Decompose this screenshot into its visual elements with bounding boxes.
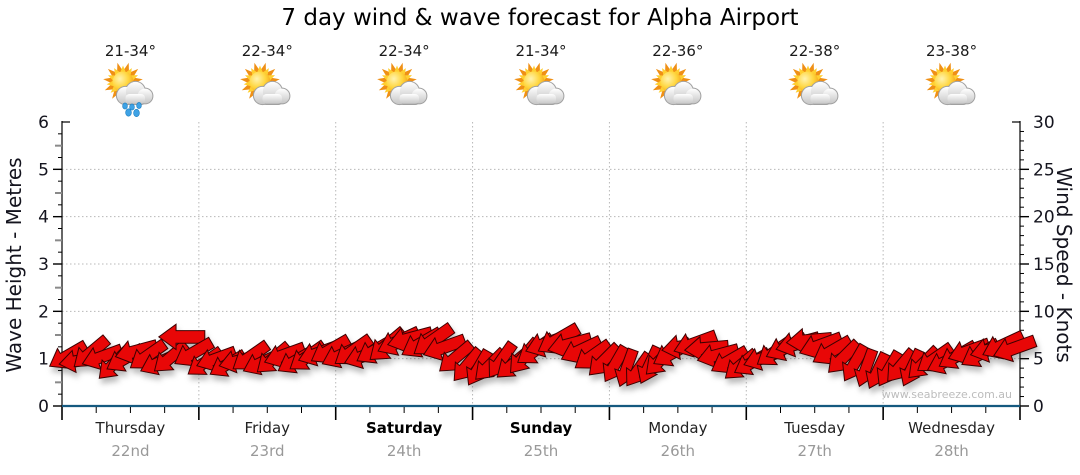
day-name: Monday	[648, 419, 708, 437]
temperature-range: 22-34°	[241, 42, 293, 60]
right-tick-label: 25	[1033, 160, 1055, 180]
tick-labels: 0 1 2 3 4 5 6 0 5 10 15 20 25 30	[38, 113, 1054, 417]
sun-cloud-icon	[787, 62, 839, 106]
day-forecast-monday: 22-36°	[616, 42, 740, 119]
day-name: Friday	[244, 419, 291, 437]
day-name: Thursday	[95, 419, 166, 437]
day-name: Wednesday	[908, 419, 995, 437]
watermark: www.seabreeze.com.au	[881, 388, 1012, 401]
cloud	[116, 80, 154, 106]
left-tick-label: 1	[38, 350, 49, 370]
day-date: 28th	[934, 442, 969, 460]
day-forecast-saturday: 22-34°	[342, 42, 466, 119]
bottom-axis-ticks	[61, 407, 1021, 420]
sun-cloud-icon	[377, 62, 428, 106]
sun-cloud-icon	[240, 62, 291, 106]
right-tick-label: 30	[1033, 113, 1055, 133]
cloud	[800, 80, 839, 106]
wind-arrows-layer	[48, 321, 1038, 389]
temperature-range: 22-36°	[652, 42, 704, 60]
day-date: 25th	[523, 442, 559, 460]
cloud	[663, 80, 702, 106]
temperature-range: 21-34°	[515, 42, 567, 60]
right-tick-label: 10	[1033, 302, 1055, 322]
wind-arrow	[81, 343, 125, 371]
day-forecast-tuesday: 22-38°	[753, 42, 877, 119]
right-tick-label: 0	[1033, 397, 1044, 417]
day-date: 26th	[660, 442, 696, 460]
chart-title: 7 day wind & wave forecast for Alpha Air…	[281, 5, 799, 31]
temperature-range: 21-34°	[104, 42, 156, 60]
temperature-range: 22-38°	[789, 42, 841, 60]
day-forecast-sunday: 21-34°	[479, 42, 603, 119]
temperature-range: 23-38°	[926, 42, 978, 60]
right-tick-label: 15	[1033, 255, 1055, 275]
left-tick-label: 4	[38, 208, 49, 228]
sun-cloud-rain-icon	[103, 62, 154, 117]
day-date: 23rd	[250, 442, 285, 460]
cloud	[253, 80, 291, 106]
day-forecast-friday: 22-34°	[205, 42, 329, 119]
wind-arrow	[157, 323, 206, 351]
left-tick-label: 3	[38, 255, 49, 275]
day-date: 22nd	[111, 442, 150, 460]
day-name: Tuesday	[784, 419, 846, 437]
cloud	[526, 80, 565, 106]
cloud	[937, 80, 975, 106]
right-axis-ticks	[1020, 130, 1029, 407]
day-forecast-thursday: 21-34°	[68, 42, 192, 119]
sun-cloud-icon	[924, 62, 975, 106]
left-tick-label: 0	[38, 397, 49, 417]
left-tick-label: 6	[38, 113, 49, 133]
sun-cloud-icon	[514, 62, 565, 106]
wind-arrow	[422, 333, 468, 362]
cloud	[390, 80, 428, 106]
left-axis-ticks	[53, 133, 62, 407]
day-date: 24th	[386, 442, 422, 460]
rain-drops	[122, 102, 143, 117]
day-forecast-wednesday: 23-38°	[890, 42, 1014, 119]
day-name: Saturday	[365, 419, 443, 437]
day-name: Sunday	[509, 419, 573, 437]
temperature-range: 22-34°	[378, 42, 430, 60]
sun-cloud-icon	[651, 62, 702, 106]
day-date: 27th	[797, 442, 832, 460]
right-tick-label: 5	[1033, 350, 1044, 370]
right-tick-label: 20	[1033, 208, 1055, 228]
wind-arrow	[993, 334, 1038, 363]
left-tick-label: 5	[38, 160, 49, 180]
left-tick-label: 2	[38, 302, 49, 322]
